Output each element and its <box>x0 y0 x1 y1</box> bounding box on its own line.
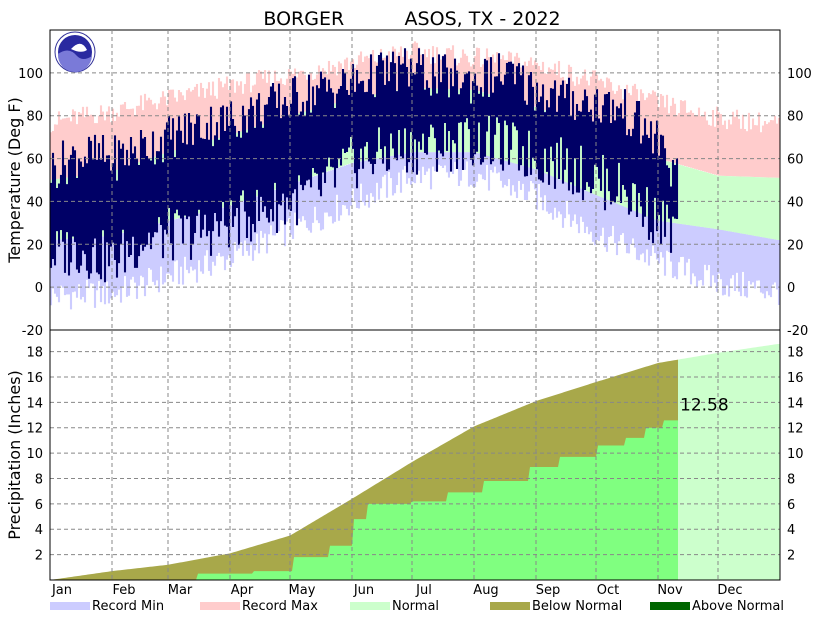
temperature-grid <box>50 72 780 288</box>
precipitation-grid <box>50 351 780 556</box>
precipitation-tick-label: 6 <box>35 498 43 513</box>
temperature-tick-label: 100 <box>18 67 43 82</box>
precipitation-tick-label: 14 <box>26 396 43 411</box>
precipitation-tick-label: 6 <box>787 498 795 513</box>
legend-label: Record Max <box>242 599 318 614</box>
temperature-tick-label: 100 <box>787 67 812 82</box>
legend-swatch <box>50 602 90 610</box>
normal-precip-area <box>678 343 780 580</box>
temperature-tick-label: 40 <box>787 195 804 210</box>
precipitation-tick-label: 18 <box>787 346 804 361</box>
observed-bars <box>49 48 679 283</box>
precipitation-tick-label: 16 <box>26 371 43 386</box>
precipitation-tick-label: 16 <box>787 371 804 386</box>
legend-label: Normal <box>392 599 439 614</box>
legend-label: Above Normal <box>692 599 784 614</box>
precipitation-tick-label: 4 <box>787 523 795 538</box>
legend-label: Below Normal <box>532 599 622 614</box>
temperature-tick-label: 60 <box>26 153 43 168</box>
temperature-tick-label: 0 <box>35 281 43 296</box>
month-tick-label: Jul <box>415 583 432 598</box>
temperature-tick-label: 20 <box>26 238 43 253</box>
legend-swatch <box>490 602 530 610</box>
precipitation-tick-label: 14 <box>787 396 804 411</box>
precipitation-tick-label: 2 <box>787 549 795 564</box>
month-tick-label: Jun <box>353 583 374 598</box>
precipitation-tick-label: 10 <box>26 447 43 462</box>
precipitation-tick-label: 12 <box>26 422 43 437</box>
chart-title: BORGER ASOS, TX - 2022 <box>263 8 560 30</box>
precipitation-tick-label: 10 <box>787 447 804 462</box>
temperature-panel: -20 -20 0 0 20 20 40 40 60 60 80 80 100 100 <box>18 29 812 339</box>
precipitation-panel: 2 2 4 4 6 6 8 8 10 10 12 12 14 14 16 16 18 18 12.58 <box>26 329 804 581</box>
precipitation-tick-label: 2 <box>35 549 43 564</box>
legend: Record Min Record Max Normal Below Normal Ab… <box>50 599 784 614</box>
precipitation-frame <box>49 329 781 581</box>
temperature-tick-label: 40 <box>26 195 43 210</box>
legend-swatch <box>350 602 390 610</box>
month-tick-label: Dec <box>717 583 742 598</box>
observed-precip-area <box>50 420 678 580</box>
legend-label: Record Min <box>92 599 164 614</box>
precipitation-axis-label: Precipitation (Inches) <box>5 370 24 540</box>
month-tick-label: Jan <box>51 583 72 598</box>
precipitation-tick-label: 12 <box>787 422 804 437</box>
temperature-tick-label: 60 <box>787 153 804 168</box>
temperature-tick-label: -20 <box>787 324 808 339</box>
temperature-tick-label: -20 <box>22 324 43 339</box>
month-tick-label: May <box>289 583 316 598</box>
noaa-logo <box>54 31 96 73</box>
month-tick-label: Nov <box>657 583 683 598</box>
month-tick-label: Sep <box>536 583 561 598</box>
month-tick-label: Feb <box>112 583 135 598</box>
precipitation-tick-label: 4 <box>35 523 43 538</box>
temperature-tick-label: 80 <box>26 110 43 125</box>
precipitation-tick-label: 8 <box>787 472 795 487</box>
month-tick-label: Mar <box>168 583 193 598</box>
month-tick-label: Apr <box>231 583 254 598</box>
temperature-tick-label: 20 <box>787 238 804 253</box>
precipitation-tick-label: 8 <box>35 472 43 487</box>
temperature-axis-label: Temperature (Deg F) <box>5 97 24 264</box>
legend-swatch <box>200 602 240 610</box>
month-axis: Jan Feb Mar Apr May Jun Jul Aug Sep Oct Nov Dec <box>51 30 743 598</box>
legend-swatch <box>650 602 690 610</box>
precip-total-label: 12.58 <box>680 395 729 415</box>
temperature-tick-label: 0 <box>787 281 795 296</box>
temperature-tick-label: 80 <box>787 110 804 125</box>
month-tick-label: Oct <box>597 583 619 598</box>
precipitation-tick-label: 18 <box>26 346 43 361</box>
month-tick-label: Aug <box>473 583 498 598</box>
